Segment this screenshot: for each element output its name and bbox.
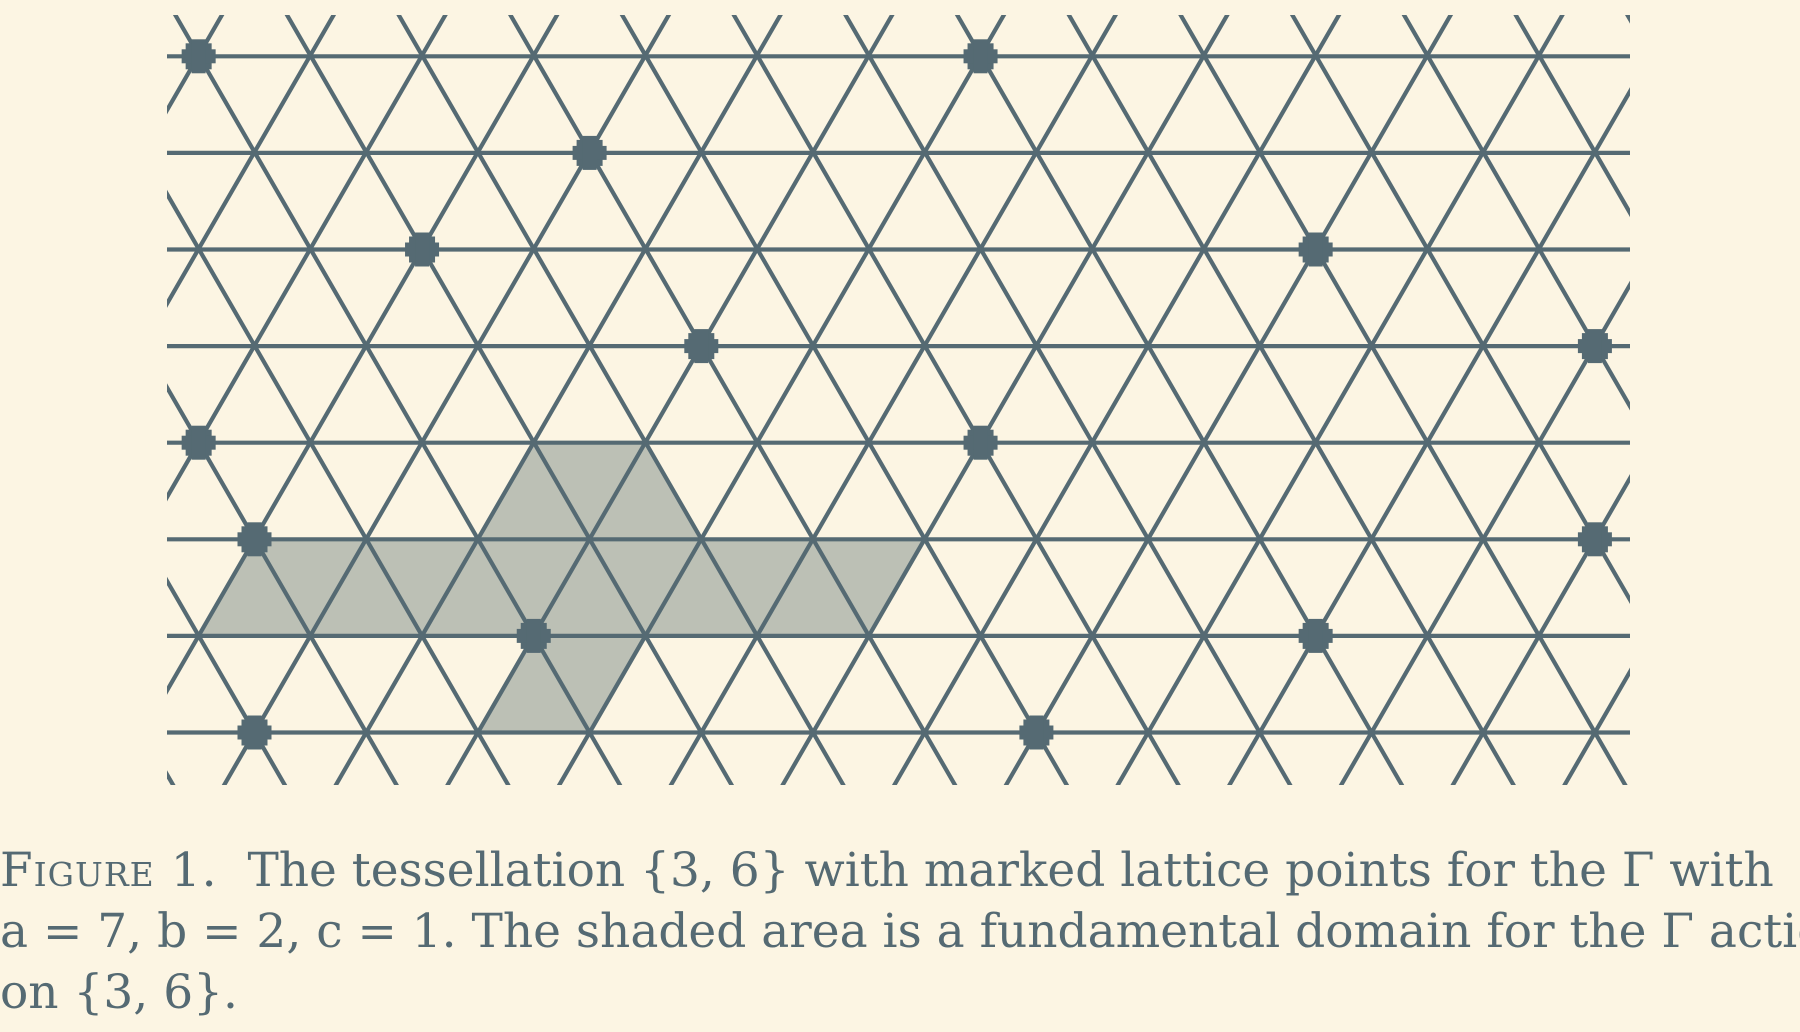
lattice-point-marker [405, 232, 440, 267]
diagonal-edge-down [731, 15, 1181, 785]
lattice-point-marker [237, 715, 272, 750]
diagonal-edge-up [1759, 0, 1800, 800]
diagonal-edge-down [396, 15, 846, 785]
lattice-point-marker [516, 618, 551, 653]
diagonal-edge-down [619, 15, 1070, 785]
figure-label: Figure 1. [0, 843, 218, 898]
diagonal-edge-up [167, 15, 560, 695]
lattice-point-marker [963, 425, 998, 460]
diagonal-edge-up [0, 0, 27, 800]
caption-line-1: Figure 1. The tessellation {3, 6} with m… [0, 840, 1800, 901]
diagonal-edge-down [1178, 15, 1628, 785]
diagonal-edge-up [1562, 667, 1630, 785]
diagonal-edge-up [167, 15, 337, 308]
diagonal-edge-up [167, 15, 225, 115]
diagonal-edge-up [891, 15, 1342, 785]
caption-line-3: on {3, 6}. [0, 965, 238, 1020]
lattice-point-marker [684, 329, 719, 364]
diagonal-edge-up [1003, 15, 1454, 785]
diagonal-edge-down [1066, 15, 1516, 785]
diagonal-edge-down [954, 15, 1405, 785]
diagonal-edge-up [1450, 474, 1630, 785]
diagonal-edge-up [1647, 0, 1800, 800]
diagonal-edge-down [843, 15, 1293, 785]
diagonal-edge-up [1338, 280, 1630, 785]
diagonal-edge-down [172, 15, 623, 785]
diagonal-edge-down [1289, 15, 1630, 605]
tessellation-figure [0, 0, 1800, 800]
diagonal-edge-down [1513, 15, 1630, 218]
diagonal-edge-up [221, 15, 672, 785]
lattice-point-marker [1298, 618, 1333, 653]
lattice-point-marker [963, 39, 998, 74]
diagonal-edge-up [167, 15, 448, 502]
figure-caption: Figure 1. The tessellation {3, 6} with m… [0, 840, 1800, 1023]
diagonal-edge-up [1227, 87, 1630, 785]
diagonal-edge-down [167, 576, 288, 785]
diagonal-edge-up [0, 0, 139, 800]
diagonal-edge-down [167, 189, 511, 785]
diagonal-edge-down [508, 15, 958, 785]
lattice-point-marker [181, 425, 216, 460]
lattice-point-marker [181, 39, 216, 74]
diagonal-edge-up [556, 15, 1007, 785]
lattice-point-marker [572, 135, 607, 170]
diagonal-edge-up [668, 15, 1118, 785]
lattice-point-marker [1577, 522, 1612, 557]
diagonal-edge-up [780, 15, 1230, 785]
diagonal-edge-down [1625, 15, 1630, 24]
diagonal-edge-down [1401, 15, 1630, 411]
diagonal-edge-up [445, 15, 895, 785]
tessellation-svg [0, 0, 1800, 800]
diagonal-edge-down [167, 383, 399, 785]
caption-text-1: The tessellation {3, 6} with marked latt… [247, 843, 1774, 898]
lattice-points [181, 39, 1612, 750]
lattice-point-marker [237, 522, 272, 557]
lattice-point-marker [1019, 715, 1054, 750]
diagonal-edge-up [333, 15, 783, 785]
diagonal-edge-up [1115, 15, 1565, 785]
tessellation-edges [0, 0, 1800, 800]
caption-line-2: a = 7, b = 2, c = 1. The shaded area is … [0, 904, 1800, 959]
diagonal-edge-down [284, 15, 735, 785]
lattice-point-marker [1577, 329, 1612, 364]
diagonal-edge-down [1710, 0, 1800, 800]
diagonal-edge-down [0, 0, 90, 800]
lattice-point-marker [1298, 232, 1333, 267]
